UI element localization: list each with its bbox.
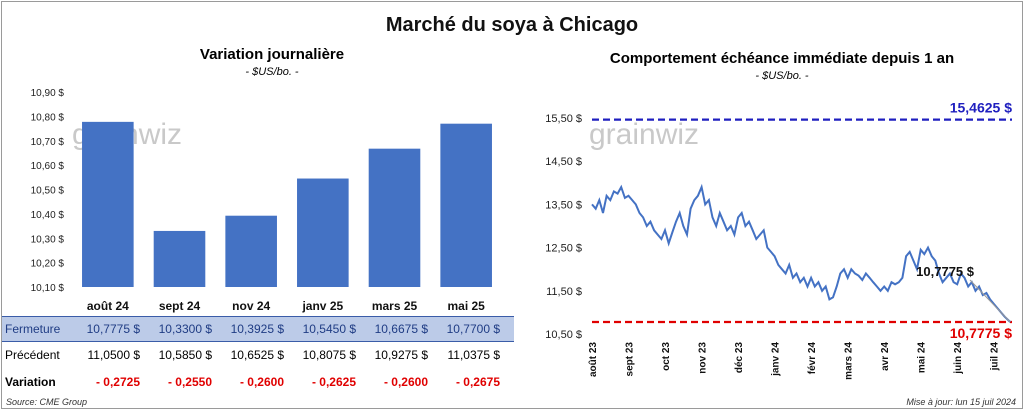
table-cell: - 0,2600 [239, 375, 284, 389]
line-x-tick-label: janv 24 [771, 342, 782, 377]
line-x-tick-label: sept 23 [625, 342, 636, 377]
line-x-tick-label: août 23 [588, 342, 599, 377]
table-cell: 10,5450 $ [302, 322, 356, 336]
line-x-tick-label: déc 23 [734, 342, 745, 374]
annotation-leader [969, 279, 1011, 323]
table-cell: - 0,2550 [167, 375, 212, 389]
line-y-tick-label: 12,50 $ [545, 243, 582, 255]
right-chart-subtitle: - $US/bo. - [755, 70, 809, 82]
line-chart-watermark: grainwiz [589, 118, 699, 151]
table-cell: - 0,2725 [95, 375, 140, 389]
bar-y-tick-label: 10,10 $ [31, 283, 65, 294]
bar [368, 148, 421, 287]
table-cell: 11,0500 $ [87, 348, 141, 362]
table-row-label: Variation [5, 375, 56, 389]
line-x-tick-label: mars 24 [844, 342, 855, 380]
left-chart-subtitle: - $US/bo. - [245, 66, 299, 78]
table-cell: - 0,2600 [383, 375, 428, 389]
bar-x-tick-label: sept 24 [159, 299, 201, 313]
table-cell: - 0,2625 [311, 375, 356, 389]
bar-x-tick-label: janv 25 [301, 299, 343, 313]
table-cell: 10,7775 $ [86, 322, 140, 336]
line-x-tick-label: juin 24 [953, 342, 964, 375]
table-row-label: Fermeture [5, 322, 61, 336]
table-cell: 10,7700 $ [446, 322, 500, 336]
high-reference-label: 15,4625 $ [950, 100, 1012, 116]
line-y-tick-label: 15,50 $ [545, 113, 582, 125]
last-value-annotation: 10,7775 $ [916, 264, 975, 279]
bar [225, 215, 277, 287]
bar-y-tick-label: 10,80 $ [31, 112, 65, 123]
bar-y-tick-label: 10,70 $ [31, 137, 65, 148]
table-cell: 10,9275 $ [374, 348, 428, 362]
table-cell: 10,8075 $ [302, 348, 356, 362]
line-x-tick-label: avr 24 [880, 342, 891, 371]
bar-x-tick-label: août 24 [87, 299, 129, 313]
line-y-tick-label: 11,50 $ [546, 286, 582, 298]
price-series-line [591, 183, 1011, 323]
bar-y-tick-label: 10,50 $ [31, 186, 65, 197]
left-chart-title: Variation journalière [199, 46, 345, 63]
source-note: Source: CME Group [6, 397, 88, 407]
bar-y-tick-label: 10,30 $ [31, 234, 65, 245]
line-y-tick-label: 10,50 $ [545, 329, 582, 341]
table-cell: - 0,2675 [455, 375, 500, 389]
table-cell: 10,6675 $ [374, 322, 428, 336]
table-row-variation: Variation - 0,2725 - 0,2550 - 0,2600 - 0,262… [2, 370, 514, 394]
update-note: Mise à jour: lun 15 juil 2024 [906, 397, 1016, 407]
bar-y-tick-label: 10,40 $ [31, 210, 65, 221]
bar-y-tick-label: 10,20 $ [31, 259, 65, 270]
table-cell: 10,6525 $ [230, 348, 284, 362]
line-y-tick-label: 14,50 $ [545, 156, 582, 168]
bar-x-tick-label: mars 25 [372, 299, 418, 313]
main-title: Marché du soya à Chicago [385, 14, 639, 36]
bar-y-tick-label: 10,90 $ [31, 88, 65, 99]
bar-y-tick-label: 10,60 $ [31, 161, 65, 172]
bar-x-tick-label: mai 25 [447, 299, 485, 313]
line-y-tick-label: 13,50 $ [545, 199, 582, 211]
line-x-tick-label: juil 24 [990, 342, 1001, 372]
right-chart-title: Comportement échéance immédiate depuis 1… [609, 50, 955, 67]
line-chart: grainwiz 10,50 $ 11,50 $ 12,50 $ 13,50 $ 14,… [545, 100, 1012, 380]
table-cell: 10,5850 $ [158, 348, 212, 362]
line-x-tick-label: oct 23 [661, 342, 672, 371]
bar [297, 178, 349, 287]
bar-x-tick-label: nov 24 [232, 299, 270, 313]
table-row-precedent: Précédent 11,0500 $ 10,5850 $ 10,6525 $ 10,8… [2, 343, 514, 367]
table-row-label: Précédent [5, 348, 60, 362]
table-cell: 11,0375 $ [447, 348, 501, 362]
table-cell: 10,3300 $ [158, 322, 212, 336]
bar [82, 121, 134, 287]
bar [153, 230, 206, 287]
bar-chart: grainwiz 10,10 $10,20 $10,30 $10,40 $10,… [31, 88, 492, 313]
line-x-tick-label: nov 23 [698, 342, 709, 374]
low-reference-label: 10,7775 $ [950, 325, 1012, 341]
bar [440, 123, 492, 287]
line-x-tick-label: mai 24 [917, 342, 928, 374]
line-x-tick-label: févr 24 [807, 342, 818, 375]
table-cell: 10,3925 $ [230, 322, 284, 336]
table-row-fermeture: Fermeture 10,7775 $ 10,3300 $ 10,3925 $ 10,5… [2, 316, 514, 342]
